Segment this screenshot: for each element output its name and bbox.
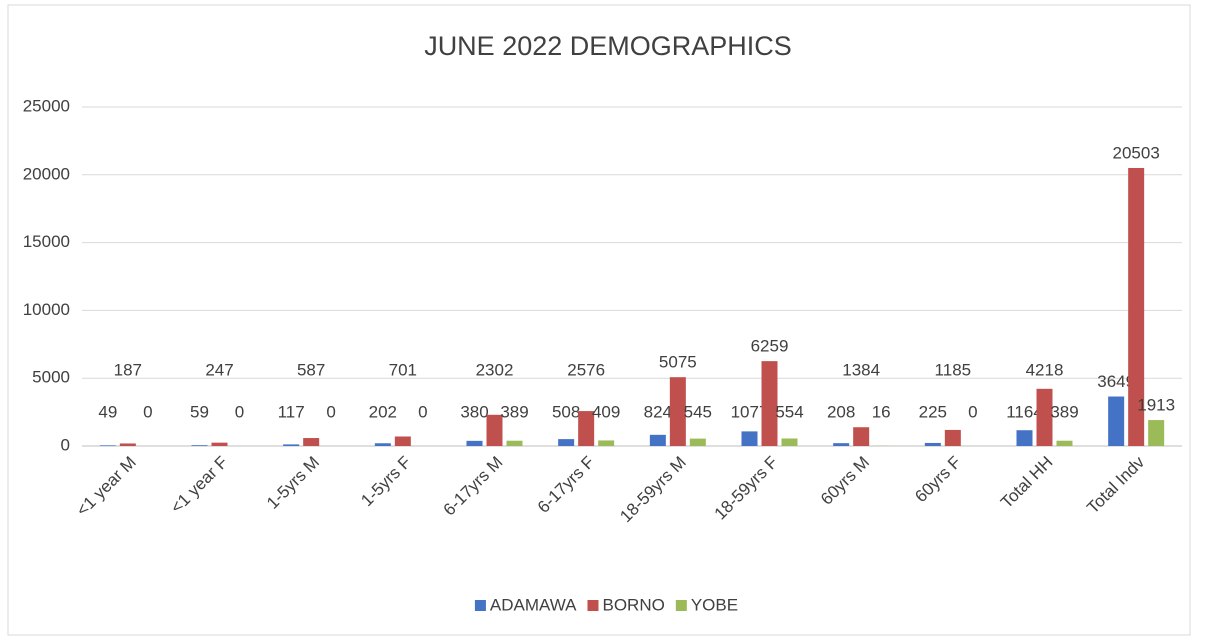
data-label: 389: [1050, 402, 1078, 421]
bar: [649, 434, 666, 446]
data-label: 824: [644, 402, 672, 421]
data-label: 0: [326, 402, 335, 421]
data-label: 16: [872, 402, 891, 421]
y-tick-label: 15000: [23, 232, 70, 251]
data-label: 202: [369, 402, 397, 421]
bar: [211, 442, 228, 446]
bar: [486, 414, 503, 446]
data-label: 587: [297, 360, 325, 379]
bar: [558, 439, 575, 446]
y-tick-label: 5000: [32, 368, 70, 387]
legend-label: YOBE: [691, 595, 738, 614]
data-label: 508: [552, 402, 580, 421]
chart-border: [7, 4, 1191, 636]
y-tick-label: 0: [61, 435, 70, 454]
bar: [1036, 388, 1053, 446]
bar: [741, 431, 758, 446]
bar: [833, 443, 850, 446]
data-label: 409: [592, 402, 620, 421]
bar: [781, 438, 798, 446]
data-label: 20503: [1113, 143, 1160, 162]
bar: [506, 440, 523, 446]
legend-label: ADAMAWA: [490, 595, 577, 614]
data-label: 208: [827, 402, 855, 421]
bar: [1148, 420, 1165, 446]
data-label: 4218: [1026, 360, 1064, 379]
data-label: 0: [235, 402, 244, 421]
bar: [191, 445, 208, 446]
data-label: 1384: [842, 360, 880, 379]
bar: [394, 436, 411, 446]
bar: [689, 438, 706, 446]
data-label: 701: [389, 360, 417, 379]
bar: [944, 429, 961, 446]
bar: [761, 361, 778, 446]
legend-swatch: [587, 600, 599, 611]
legend-label: BORNO: [602, 595, 664, 614]
data-label: 2576: [567, 360, 605, 379]
data-label: 0: [968, 402, 977, 421]
bar: [924, 442, 941, 446]
legend-swatch: [474, 600, 486, 611]
chart-title: JUNE 2022 DEMOGRAPHICS: [424, 31, 792, 61]
data-label: 1913: [1137, 396, 1175, 415]
data-label: 225: [919, 402, 947, 421]
y-tick-label: 10000: [23, 300, 70, 319]
y-tick-label: 25000: [23, 96, 70, 115]
data-label: 59: [190, 402, 209, 421]
bar: [1108, 396, 1125, 446]
data-label: 6259: [751, 337, 789, 356]
y-tick-label: 20000: [23, 164, 70, 183]
bar: [598, 440, 615, 446]
data-label: 389: [500, 402, 528, 421]
data-label: 187: [114, 360, 142, 379]
data-label: 1164: [1006, 402, 1043, 421]
bar: [853, 427, 870, 446]
data-label: 3649: [1097, 372, 1135, 391]
data-label: 49: [98, 402, 117, 421]
data-label: 5075: [659, 353, 697, 372]
bar: [466, 440, 483, 446]
data-label: 1077: [731, 402, 769, 421]
bar: [99, 445, 116, 446]
bar: [1016, 430, 1033, 446]
data-label: 0: [143, 402, 152, 421]
bar: [1056, 440, 1073, 446]
bar: [669, 377, 686, 446]
data-label: 380: [460, 402, 488, 421]
bar: [1128, 167, 1145, 447]
bar: [374, 443, 391, 446]
data-label: 117: [278, 402, 305, 421]
bar: [119, 443, 136, 446]
data-label: 2302: [476, 360, 514, 379]
bar: [578, 411, 595, 446]
data-label: 545: [684, 402, 712, 421]
data-label: 1185: [935, 360, 972, 379]
bar: [303, 438, 320, 446]
bar: [283, 444, 300, 446]
data-label: 247: [205, 360, 233, 379]
legend-swatch: [675, 600, 687, 611]
data-label: 554: [775, 402, 803, 421]
data-label: 0: [418, 402, 427, 421]
